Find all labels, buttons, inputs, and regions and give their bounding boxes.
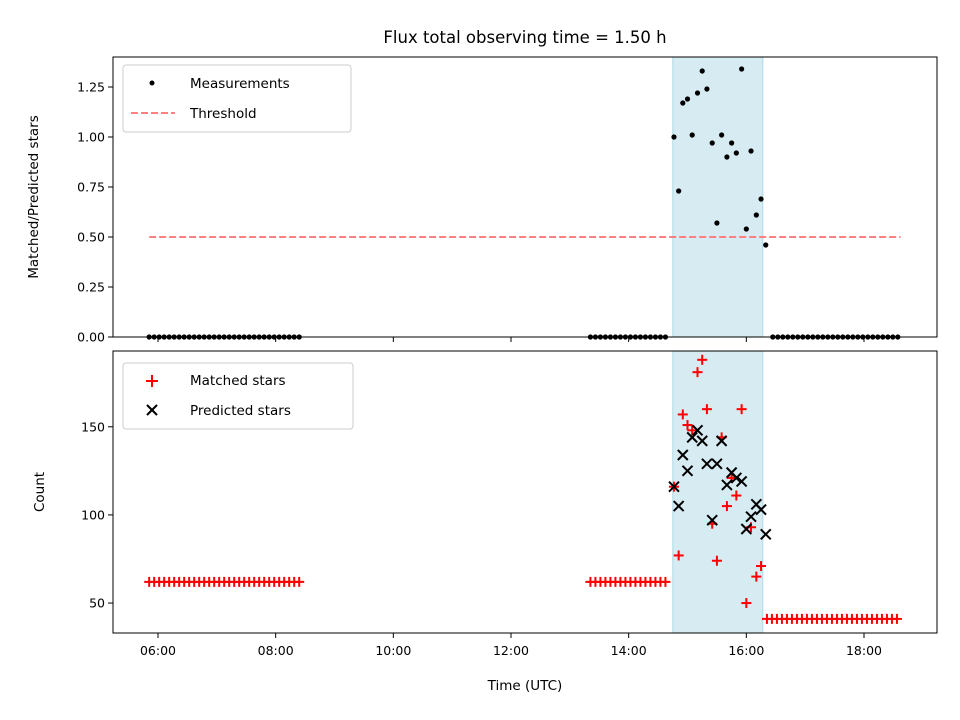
bottom-y-axis-label: Count — [32, 472, 48, 512]
matched-stars-point — [891, 613, 902, 624]
matched-stars-point — [751, 571, 762, 582]
matched-stars-point — [736, 404, 747, 415]
top-series-marks — [146, 66, 901, 340]
legend-measurements-marker — [149, 80, 155, 86]
matched-stars-point — [711, 555, 722, 566]
predicted-stars-point — [755, 503, 767, 516]
top-highlight-span — [672, 56, 764, 338]
measurement-point — [758, 196, 764, 202]
x-tick-label: 06:00 — [140, 643, 176, 658]
x-tick-label: 10:00 — [375, 643, 411, 658]
y-tick-label: 1.25 — [77, 80, 105, 95]
x-tick-label: 12:00 — [493, 643, 529, 658]
predicted-stars-point — [760, 528, 772, 541]
top-y-axis-label: Matched/Predicted stars — [26, 115, 42, 278]
y-tick-label: 0.25 — [77, 280, 105, 295]
matched-stars-point — [741, 598, 752, 609]
matched-stars-point — [692, 367, 703, 378]
predicted-stars-point — [745, 510, 757, 523]
top-legend: Measurements Threshold — [122, 64, 352, 133]
measurement-point — [680, 100, 686, 106]
measurement-point — [694, 90, 701, 96]
matched-stars-point — [731, 490, 742, 501]
matched-stars-point — [697, 354, 708, 365]
matched-stars-point — [756, 561, 767, 572]
bottom-legend-box — [122, 362, 354, 430]
legend-matched-label: Matched stars — [190, 373, 286, 389]
matched-stars-point — [721, 501, 732, 512]
top-legend-box — [122, 64, 352, 133]
predicted-stars-point — [740, 523, 753, 535]
x-axis-label: Time (UTC) — [487, 678, 563, 694]
predicted-stars-point — [691, 424, 704, 437]
measurement-point — [753, 212, 759, 218]
predicted-stars-point — [701, 458, 713, 470]
predicted-stars-point — [706, 514, 718, 526]
measurement-point — [699, 68, 705, 74]
x-tick-label: 16:00 — [728, 643, 764, 658]
legend-matched-marker — [146, 375, 158, 387]
legend-predicted-marker — [146, 404, 158, 416]
predicted-stars-point — [715, 435, 728, 447]
predicted-stars-point — [735, 475, 748, 488]
legend-threshold-label: Threshold — [189, 106, 257, 122]
bottom-plot-frame — [112, 350, 938, 634]
predicted-stars-point — [696, 435, 708, 447]
measurement-point — [743, 226, 749, 232]
measurement-point — [671, 134, 677, 140]
legend-predicted-label: Predicted stars — [190, 403, 291, 419]
legend-measurements-label: Measurements — [190, 76, 290, 92]
matched-stars-point — [687, 425, 698, 436]
matched-stars-point — [294, 576, 305, 587]
matched-stars-point — [673, 550, 684, 561]
top-plot-frame — [112, 56, 938, 338]
bottom-legend: Matched stars Predicted stars — [122, 362, 354, 430]
bottom-series-marks — [144, 354, 902, 624]
matched-stars-point — [677, 409, 688, 420]
measurement-point — [748, 148, 754, 154]
measurement-point — [763, 242, 769, 248]
x-tick-label: 08:00 — [258, 643, 294, 658]
predicted-stars-point — [677, 449, 689, 461]
predicted-stars-point — [686, 431, 698, 444]
x-tick-label: 14:00 — [611, 643, 647, 658]
measurement-point — [684, 96, 691, 102]
measurement-point — [739, 66, 745, 72]
y-tick-label: 0.75 — [77, 180, 105, 195]
y-tick-label: 150 — [81, 419, 105, 434]
predicted-stars-point — [711, 458, 723, 470]
measurement-point — [714, 220, 720, 226]
y-tick-label: 0.00 — [77, 330, 105, 345]
bottom-y-axis: 50 100 150 — [81, 419, 113, 611]
measurement-point — [719, 132, 725, 138]
y-tick-label: 100 — [81, 507, 105, 522]
bottom-highlight-span — [672, 350, 764, 634]
y-tick-label: 0.50 — [77, 230, 105, 245]
y-tick-label: 50 — [89, 596, 105, 611]
top-panel: 0.00 0.25 0.50 0.75 1.00 1.25 Matched/Predict… — [26, 56, 938, 345]
bottom-x-axis: 06:00 08:00 10:00 12:00 14:00 16:00 18:00 — [140, 633, 882, 658]
predicted-stars-point — [681, 465, 694, 477]
predicted-stars-point — [672, 500, 685, 512]
matched-stars-point — [660, 576, 671, 587]
measurement-point — [729, 140, 735, 146]
top-y-axis: 0.00 0.25 0.50 0.75 1.00 1.25 — [77, 80, 113, 345]
predicted-stars-point — [721, 479, 733, 491]
measurement-point — [689, 132, 695, 138]
y-tick-label: 1.00 — [77, 130, 105, 145]
measurement-point — [724, 154, 730, 160]
measurement-point — [733, 150, 739, 156]
predicted-stars-point — [668, 481, 680, 493]
bottom-panel: 50 100 150 06:00 08:00 10:00 12:00 14:00 16:00 1… — [32, 350, 938, 694]
measurement-point — [709, 140, 715, 146]
predicted-stars-point — [730, 472, 743, 484]
measurement-point — [676, 188, 682, 194]
x-tick-label: 18:00 — [846, 643, 882, 658]
matched-stars-point — [682, 420, 693, 431]
chart-title: Flux total observing time = 1.50 h — [383, 28, 666, 47]
matched-stars-point — [701, 404, 712, 415]
measurement-point — [704, 86, 710, 92]
